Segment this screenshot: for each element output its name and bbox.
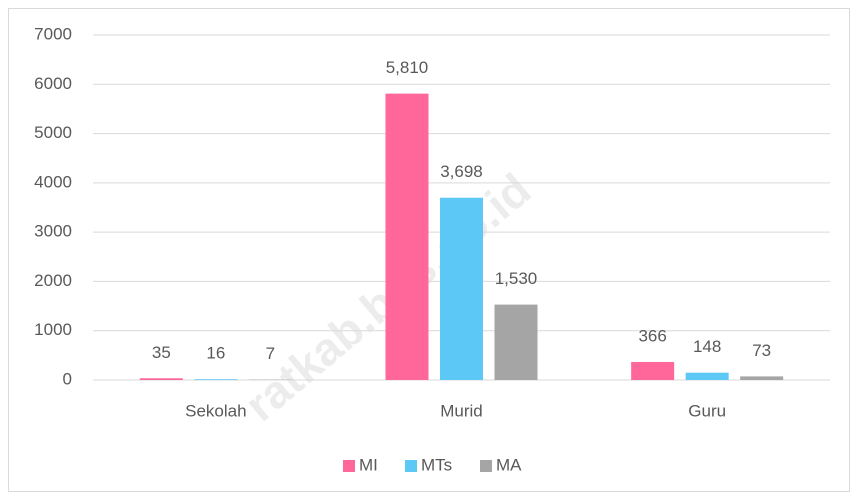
- y-tick-label: 6000: [34, 74, 72, 93]
- y-tick-label: 0: [63, 369, 72, 388]
- legend-label: MA: [496, 455, 522, 474]
- value-label: 366: [638, 326, 666, 345]
- legend-label: MI: [359, 455, 378, 474]
- x-tick-label: Guru: [688, 401, 726, 420]
- bar: [631, 361, 675, 380]
- value-label: 35: [152, 343, 171, 362]
- x-tick-label: Sekolah: [185, 401, 246, 420]
- value-label: 7: [266, 344, 275, 363]
- y-tick-label: 5000: [34, 123, 72, 142]
- value-label: 148: [693, 337, 721, 356]
- bar: [385, 93, 429, 381]
- bar: [740, 376, 784, 380]
- value-label: 16: [206, 344, 225, 363]
- y-tick-label: 1000: [34, 320, 72, 339]
- legend-swatch: [405, 460, 417, 472]
- bar: [440, 197, 483, 380]
- y-tick-label: 3000: [34, 222, 72, 241]
- value-label: 73: [752, 341, 771, 360]
- legend-swatch: [480, 460, 492, 472]
- legend-label: MTs: [421, 455, 452, 474]
- chart-frame: [8, 8, 850, 492]
- x-tick-label: Murid: [440, 401, 483, 420]
- y-tick-label: 4000: [34, 172, 72, 191]
- y-tick-label: 7000: [34, 24, 72, 43]
- bar: [685, 372, 729, 380]
- bar: [139, 378, 183, 380]
- bar: [194, 379, 238, 380]
- y-tick-label: 2000: [34, 271, 72, 290]
- legend-swatch: [343, 460, 355, 472]
- value-label: 1,530: [495, 269, 538, 288]
- bar: [494, 304, 538, 380]
- value-label: 5,810: [386, 58, 429, 77]
- value-label: 3,698: [440, 162, 483, 181]
